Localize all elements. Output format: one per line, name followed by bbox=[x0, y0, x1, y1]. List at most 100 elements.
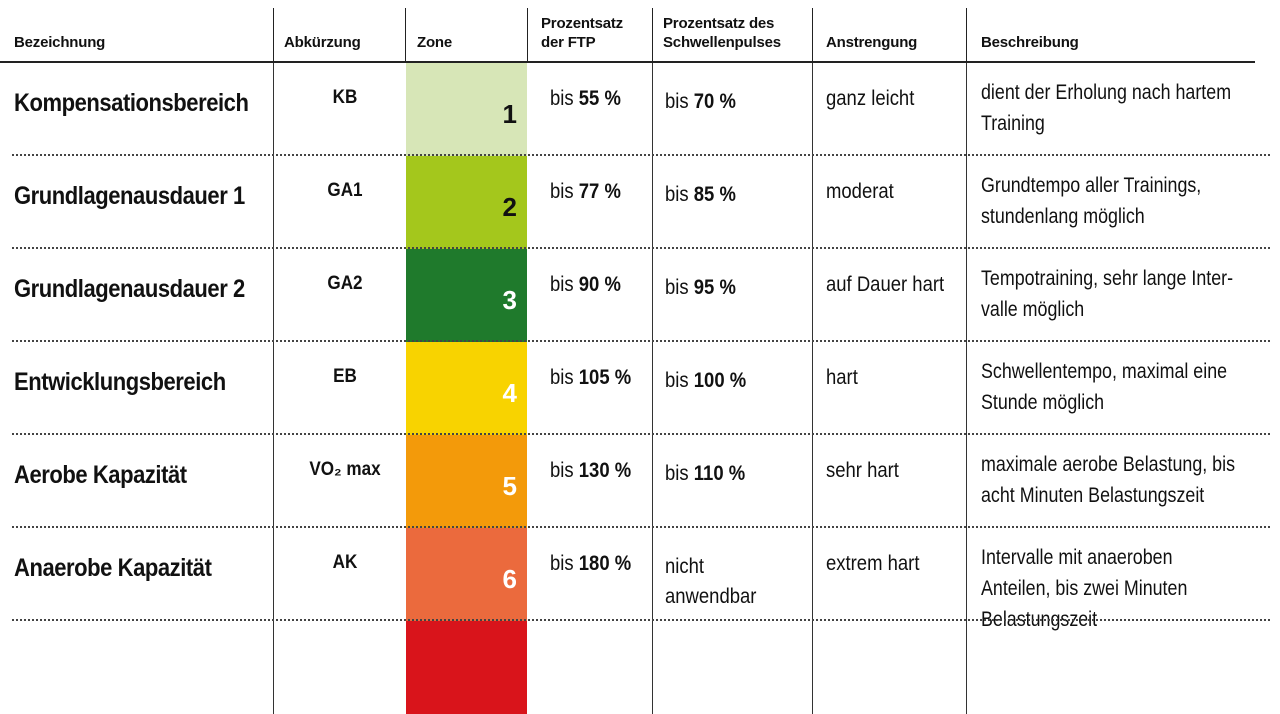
header-zone: Zone bbox=[417, 34, 453, 51]
column-divider bbox=[812, 621, 813, 714]
ftp-percentage: bis 77 % bbox=[550, 180, 621, 204]
zone-color-cell: 5 bbox=[406, 435, 527, 528]
row-separator bbox=[12, 433, 1270, 435]
pulse-value: 70 % bbox=[693, 90, 736, 113]
header-divider bbox=[273, 8, 274, 62]
ftp-value: 105 % bbox=[578, 366, 632, 389]
zone-description: maximale aerobe Belastung, bis acht Minu… bbox=[981, 453, 1236, 507]
zone-abbreviation: AK bbox=[332, 552, 358, 573]
header-divider bbox=[527, 8, 528, 62]
header-anstrengung: Anstrengung bbox=[826, 34, 918, 51]
zone-color-cell bbox=[406, 621, 527, 714]
ftp-prefix: bis bbox=[550, 552, 574, 575]
column-divider bbox=[273, 435, 274, 528]
zone-description: Schwellentempo, maximal eine Stunde mögl… bbox=[981, 360, 1228, 414]
row-separator bbox=[12, 340, 1270, 342]
pulse-prefix: bis bbox=[665, 90, 689, 113]
zone-number: 5 bbox=[502, 471, 517, 501]
zone-name: Kompensationsbereich bbox=[14, 89, 249, 117]
ftp-prefix: bis bbox=[550, 273, 574, 296]
table-row bbox=[0, 621, 1270, 714]
ftp-value: 130 % bbox=[578, 459, 632, 482]
pulse-percentage bbox=[665, 645, 762, 675]
column-divider bbox=[812, 435, 813, 528]
table-row: 3 Grundlagenausdauer 2 GA2 bis 90 % bis 95 %… bbox=[0, 249, 1270, 342]
column-divider bbox=[812, 249, 813, 342]
column-divider bbox=[652, 249, 653, 342]
column-divider bbox=[812, 156, 813, 249]
ftp-prefix: bis bbox=[550, 366, 574, 389]
header-beschreibung: Beschreibung bbox=[981, 34, 1079, 51]
zone-number: 3 bbox=[502, 285, 517, 315]
effort-level: hart bbox=[826, 366, 858, 389]
row-separator bbox=[12, 619, 1270, 621]
zone-description: Tempotraining, sehr lange Inter-valle mö… bbox=[981, 267, 1234, 321]
zone-description: Grundtempo aller Trainings, stundenlang … bbox=[981, 174, 1202, 228]
pulse-value: 95 % bbox=[693, 276, 736, 299]
effort-level: auf Dauer hart bbox=[826, 273, 945, 296]
zone-abbreviation: EB bbox=[333, 366, 357, 387]
header-pulse-line1: Prozentsatz des bbox=[663, 15, 775, 32]
pulse-percentage: bis 95 % bbox=[665, 273, 736, 303]
pulse-value: 100 % bbox=[693, 369, 747, 392]
column-divider bbox=[273, 528, 274, 621]
column-divider bbox=[966, 621, 967, 714]
table-row: 6 Anaerobe Kapazität AK bis 180 % nicht anw… bbox=[0, 528, 1270, 631]
pulse-value: 85 % bbox=[693, 183, 736, 206]
column-divider bbox=[273, 249, 274, 342]
column-divider bbox=[652, 435, 653, 528]
zone-name: Grundlagenausdauer 1 bbox=[14, 182, 245, 210]
column-divider bbox=[812, 528, 813, 621]
zone-color-cell: 3 bbox=[406, 249, 527, 342]
table-row: 5 Aerobe Kapazität VO₂ max bis 130 % bis 110… bbox=[0, 435, 1270, 528]
column-divider bbox=[966, 528, 967, 621]
zone-number: 1 bbox=[502, 99, 517, 129]
ftp-percentage: bis 90 % bbox=[550, 273, 621, 297]
column-divider bbox=[812, 63, 813, 156]
ftp-percentage: bis 180 % bbox=[550, 552, 631, 576]
column-divider bbox=[652, 63, 653, 156]
zone-color-cell: 6 bbox=[406, 528, 527, 621]
header-ftp-line1: Prozentsatz bbox=[541, 15, 623, 32]
ftp-prefix: bis bbox=[550, 180, 574, 203]
row-separator bbox=[12, 154, 1270, 156]
row-separator bbox=[12, 247, 1270, 249]
column-divider bbox=[966, 342, 967, 435]
zone-name: Grundlagenausdauer 2 bbox=[14, 275, 245, 303]
ftp-prefix: bis bbox=[550, 87, 574, 110]
pulse-percentage: bis 110 % bbox=[665, 459, 745, 489]
header-ftp-line2: der FTP bbox=[541, 34, 596, 51]
zone-number: 2 bbox=[502, 192, 517, 222]
zone-abbreviation: VO₂ max bbox=[309, 459, 381, 480]
pulse-percentage: bis 85 % bbox=[665, 180, 736, 210]
header-pulse-line2: Schwellenpulses bbox=[663, 34, 781, 51]
ftp-value: 55 % bbox=[578, 87, 621, 110]
pulse-prefix: bis bbox=[665, 276, 689, 299]
column-divider bbox=[273, 621, 274, 714]
effort-level: ganz leicht bbox=[826, 87, 915, 110]
zone-color-cell: 4 bbox=[406, 342, 527, 435]
pulse-prefix: bis bbox=[665, 462, 689, 485]
header-abkuerzung: Abkürzung bbox=[284, 34, 361, 51]
column-divider bbox=[966, 63, 967, 156]
zone-description: Intervalle mit anaeroben Anteilen, bis z… bbox=[981, 546, 1188, 631]
ftp-prefix: bis bbox=[550, 459, 574, 482]
column-divider bbox=[273, 156, 274, 249]
zone-abbreviation: KB bbox=[332, 87, 358, 108]
zone-name: Aerobe Kapazität bbox=[14, 461, 187, 489]
column-divider bbox=[966, 156, 967, 249]
header-rule bbox=[0, 61, 1255, 63]
ftp-value: 180 % bbox=[578, 552, 632, 575]
column-divider bbox=[273, 342, 274, 435]
header-ftp: Prozentsatz der FTP bbox=[541, 0, 623, 62]
pulse-value: nicht anwendbar bbox=[665, 555, 757, 608]
column-divider bbox=[812, 342, 813, 435]
effort-level: moderat bbox=[826, 180, 894, 203]
ftp-value: 90 % bbox=[578, 273, 621, 296]
zone-description: dient der Erholung nach hartem Training bbox=[981, 81, 1232, 135]
pulse-percentage: bis 100 % bbox=[665, 366, 746, 396]
column-divider bbox=[652, 342, 653, 435]
column-divider bbox=[652, 528, 653, 621]
ftp-value: 77 % bbox=[578, 180, 621, 203]
pulse-prefix: bis bbox=[665, 183, 689, 206]
